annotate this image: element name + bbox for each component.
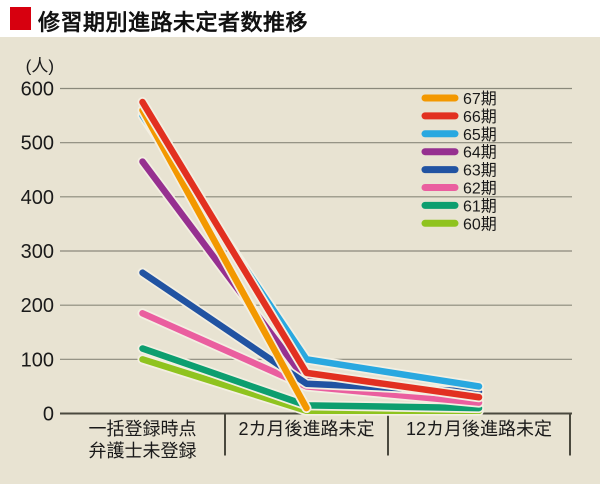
page-title: 修習期別進路未定者数推移 bbox=[38, 10, 309, 35]
y-tick-label: 200 bbox=[21, 295, 54, 317]
x-category-label: 弁護士未登録 bbox=[89, 441, 197, 461]
x-category-label: 一括登録時点 bbox=[89, 419, 197, 439]
legend-label-61期: 61期 bbox=[463, 197, 497, 215]
chart-area: 0 100 200 300 400 500 600 (人) 一括登録時点 弁護士未登録 2カ月後進路… bbox=[0, 37, 600, 484]
series-line-66期 bbox=[139, 98, 483, 401]
y-axis-unit-label: (人) bbox=[26, 57, 54, 76]
y-tick-label: 300 bbox=[21, 241, 54, 263]
legend-label-66期: 66期 bbox=[463, 108, 497, 126]
series-line-halo bbox=[137, 97, 484, 403]
y-tick-label: 400 bbox=[21, 187, 54, 209]
legend-label-62期: 62期 bbox=[463, 180, 497, 198]
legend-label-65期: 65期 bbox=[463, 126, 497, 144]
title-marker-square bbox=[10, 7, 31, 30]
series-line-67期 bbox=[139, 106, 310, 412]
x-category-label: 12カ月後進路未定 bbox=[406, 419, 552, 439]
y-tick-label: 0 bbox=[43, 404, 54, 426]
legend-label-63期: 63期 bbox=[463, 162, 497, 180]
chart-header: 修習期別進路未定者数推移 bbox=[0, 0, 600, 37]
x-category-label: 2カ月後進路未定 bbox=[238, 419, 374, 439]
y-tick-label: 100 bbox=[21, 349, 54, 371]
y-tick-label: 600 bbox=[21, 79, 54, 101]
legend-label-67期: 67期 bbox=[463, 90, 497, 108]
legend-label-64期: 64期 bbox=[463, 144, 497, 162]
legend-label-60期: 60期 bbox=[463, 215, 497, 233]
y-tick-label: 500 bbox=[21, 133, 54, 155]
